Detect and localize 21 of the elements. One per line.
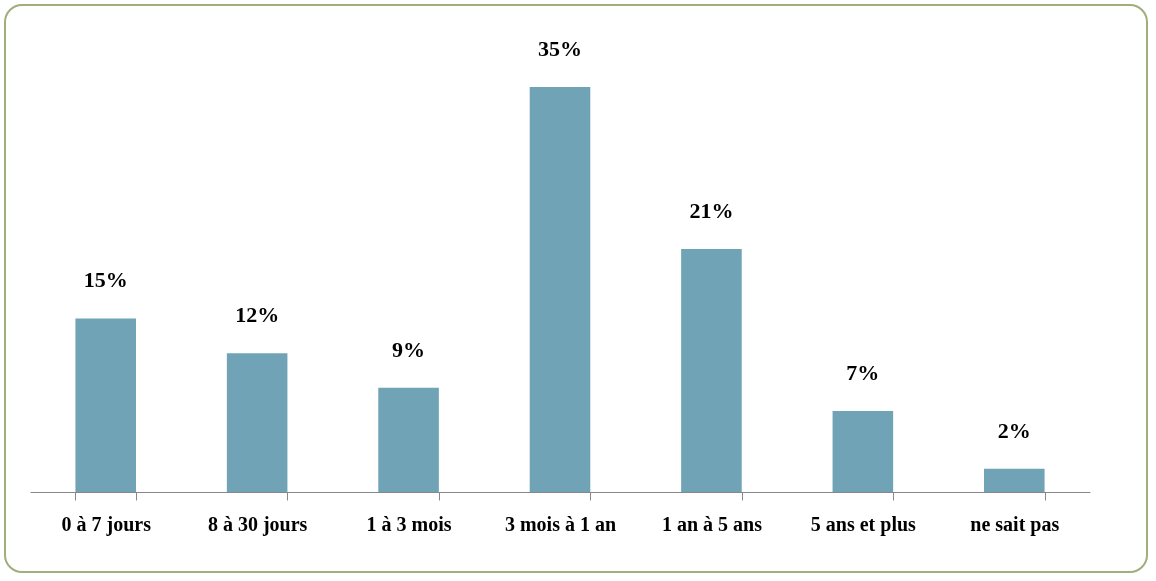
data-label: 2%	[997, 417, 1031, 443]
x-tick-label: 1 an à 5 ans	[661, 512, 763, 535]
data-label: 7%	[846, 360, 880, 385]
x-tick-label: 1 à 3 mois	[366, 512, 452, 535]
data-label: 21%	[689, 198, 734, 223]
x-tick-label: 8 à 30 jours	[207, 512, 308, 536]
data-label: 9%	[392, 336, 426, 362]
data-label: 12%	[235, 302, 280, 328]
x-tick-label: 3 mois à 1 an	[504, 512, 617, 535]
bar	[832, 411, 894, 492]
bar	[984, 468, 1045, 492]
data-label: 15%	[83, 267, 128, 293]
x-tick-label: ne sait pas	[970, 512, 1060, 536]
bar	[681, 249, 742, 492]
x-tick-label: 5 ans et plus	[810, 512, 917, 536]
bar	[378, 387, 439, 492]
bar	[226, 353, 288, 492]
x-tick-label: 0 à 7 jours	[61, 512, 152, 536]
bar	[529, 87, 591, 492]
data-label: 35%	[538, 36, 582, 61]
bar	[75, 318, 136, 492]
